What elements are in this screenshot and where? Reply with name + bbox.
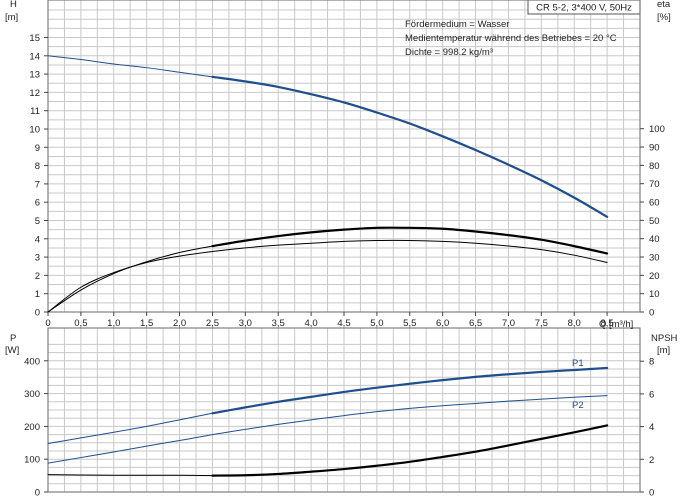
y-tick-label: 400 [24, 356, 40, 367]
y-tick-label: 8 [35, 161, 40, 172]
y2-tick-label: 100 [649, 124, 665, 135]
x-tick-label: 5,0 [370, 318, 383, 329]
y-tick-label: 12 [29, 88, 40, 99]
y-tick-label: 13 [29, 70, 40, 81]
h-axis-unit: [m] [5, 12, 18, 23]
y2-tick-label: 10 [649, 289, 660, 300]
y2-tick-label: 90 [649, 143, 660, 154]
x-tick-label: 2,5 [206, 318, 219, 329]
series-line [211, 366, 609, 415]
x-tick-label: 1,0 [107, 318, 120, 329]
p-axis-title: P [10, 333, 16, 344]
info-line-1: Fördermedium = Wasser [405, 19, 509, 30]
y2-tick-label: 2 [649, 455, 654, 466]
top-tick-labels: 0123456789101112131415010203040506070809… [29, 33, 664, 329]
x-tick-label: 0 [45, 318, 50, 329]
y-tick-label: 11 [30, 106, 40, 117]
info-line-3: Dichte = 998.2 kg/m³ [405, 47, 493, 58]
npsh-axis-title: NPSH [651, 333, 678, 344]
y2-tick-label: 40 [649, 234, 660, 245]
x-tick-label: 8,0 [568, 318, 581, 329]
y2-tick-label: 60 [649, 198, 660, 209]
title-box-text: CR 5-2, 3*400 V, 50Hz [536, 3, 632, 14]
y-tick-label: 14 [29, 51, 40, 62]
x-tick-label: 7,5 [535, 318, 548, 329]
y-tick-label: 200 [24, 422, 40, 433]
y2-tick-label: 80 [649, 161, 660, 172]
y2-tick-label: 4 [649, 422, 654, 433]
y-tick-label: 0 [35, 308, 40, 319]
y2-tick-label: 0 [649, 488, 654, 499]
y-tick-label: 9 [35, 143, 40, 154]
x-tick-label: 2,0 [173, 318, 186, 329]
y-tick-label: 15 [29, 33, 40, 44]
h-axis-title: H [10, 0, 17, 10]
y-tick-label: 100 [24, 455, 40, 466]
info-line-2: Medientemperatur während des Betriebes =… [405, 33, 617, 44]
npsh-axis-unit: [m] [657, 345, 670, 356]
y-tick-label: 4 [35, 234, 40, 245]
x-tick-label: 8,5 [601, 318, 614, 329]
y-tick-label: 1 [35, 289, 40, 300]
series-line [47, 474, 213, 477]
series-line [47, 245, 213, 313]
y-tick-label: 300 [24, 389, 40, 400]
x-tick-label: 3,5 [272, 318, 285, 329]
y2-tick-label: 8 [649, 357, 654, 368]
top-series [47, 55, 609, 313]
bottom-tick-labels: 0 100 200 300 400 0 2 4 6 8 [24, 356, 654, 498]
y2-tick-label: 50 [649, 216, 660, 227]
x-tick-label: 7,0 [502, 318, 515, 329]
p2-label: P2 [572, 400, 584, 411]
series-line [211, 226, 609, 255]
y2-tick-label: 70 [649, 179, 660, 190]
series-line [211, 75, 609, 218]
x-tick-label: 4,5 [337, 318, 350, 329]
y-tick-label: 2 [35, 271, 40, 282]
title-box [527, 0, 641, 15]
bottom-series [47, 366, 609, 477]
plot-frame [47, 327, 641, 493]
series-line [211, 424, 609, 477]
y-tick-label: 10 [29, 125, 40, 136]
y2-tick-label: 30 [649, 253, 660, 264]
p-axis-unit: [W] [5, 345, 19, 356]
series-line [47, 412, 213, 444]
series-line [47, 239, 608, 313]
x-tick-label: 3,0 [239, 318, 252, 329]
q-axis-title: Q [m³/h] [599, 319, 633, 330]
eta-axis-title: eta [657, 0, 671, 10]
series-line [47, 55, 213, 78]
x-tick-label: 1,5 [140, 318, 153, 329]
x-tick-label: 5,5 [403, 318, 416, 329]
bottom-grid [47, 327, 641, 493]
series-line [47, 395, 608, 464]
y-tick-label: 0 [35, 488, 40, 499]
p1-label: P1 [572, 358, 584, 369]
y-tick-label: 3 [35, 253, 40, 264]
y2-tick-label: 20 [649, 271, 660, 282]
x-tick-label: 6,5 [469, 318, 482, 329]
y-tick-label: 6 [35, 198, 40, 209]
y2-tick-label: 0 [649, 308, 654, 319]
x-tick-label: 0,5 [74, 318, 87, 329]
eta-axis-unit: [%] [657, 12, 671, 23]
x-tick-label: 4,0 [305, 318, 318, 329]
x-tick-label: 6,0 [436, 318, 449, 329]
y-tick-label: 7 [35, 179, 40, 190]
y2-tick-label: 6 [649, 389, 654, 400]
y-tick-label: 5 [35, 216, 40, 227]
